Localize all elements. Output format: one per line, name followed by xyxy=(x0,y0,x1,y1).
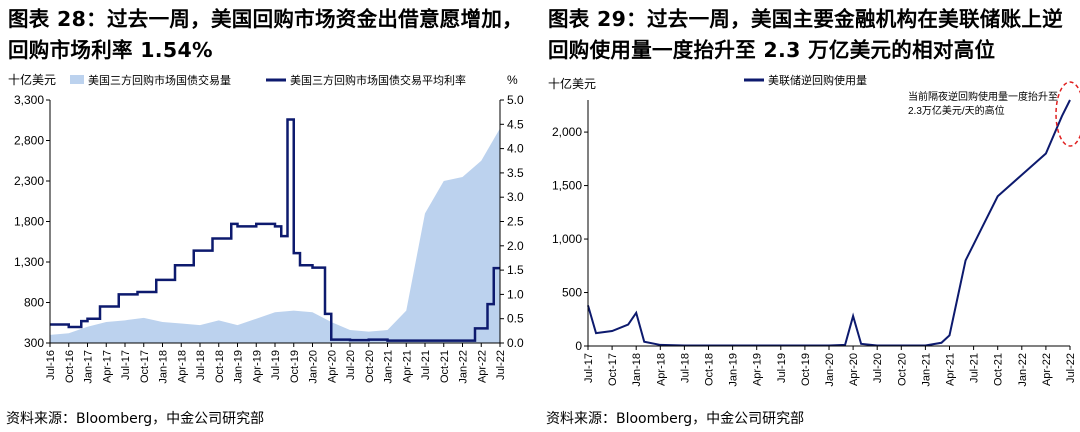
x-tick-label: Jan-21 xyxy=(920,353,932,387)
y-tick-label: 1,500 xyxy=(552,179,582,193)
x-tick-label: Jan-18 xyxy=(158,350,170,384)
source-note: 资料来源：Bloomberg，中金公司研究部 xyxy=(546,411,805,427)
x-tick-label: Oct-17 xyxy=(607,353,619,386)
annotation-line-1: 当前隔夜逆回购使用量一度抬升至 xyxy=(908,90,1058,103)
reverse-repo-series xyxy=(587,99,1071,347)
x-tick-label: Oct-18 xyxy=(214,350,226,383)
y-tick-label-right: 5.0 xyxy=(507,93,524,107)
source-note: 资料来源：Bloomberg，中金公司研究部 xyxy=(6,411,265,427)
x-tick-label: Apr-20 xyxy=(326,350,338,383)
chart-title: 图表 29：过去一周，美国主要金融机构在美联储账上逆回购使用量一度抬升至 2.3… xyxy=(548,7,1063,62)
x-tick-label: Oct-21 xyxy=(993,353,1005,386)
y-tick-label: 0 xyxy=(575,339,582,353)
y-tick-label-right: 3.5 xyxy=(507,166,524,180)
legend-line-label: 美国三方回购市场国债交易平均利率 xyxy=(290,73,466,87)
y-tick-label-right: 2.0 xyxy=(507,239,524,253)
x-tick-label: Jan-19 xyxy=(728,353,740,387)
x-tick-label: Apr-18 xyxy=(655,353,667,386)
x-tick-label: Jan-22 xyxy=(458,350,470,384)
y-tick-label-right: 3.0 xyxy=(507,190,524,204)
x-tick-label: Jan-20 xyxy=(824,353,836,387)
x-tick-label: Oct-19 xyxy=(800,353,812,386)
reverse-repo-chart: 十亿美元 美联储逆回购使用量 当前隔夜逆回购使用量一度抬升至 2.3万亿美元/天… xyxy=(548,73,1080,387)
x-tick-label: Jul-18 xyxy=(195,350,207,380)
x-tick-label: Oct-16 xyxy=(64,350,76,383)
x-tick-label: Jul-21 xyxy=(420,350,432,380)
y-tick-label-left: 800 xyxy=(24,296,44,310)
right-axis-unit: % xyxy=(507,73,518,87)
x-tick-label: Jan-21 xyxy=(383,350,395,384)
x-tick-label: Oct-20 xyxy=(896,353,908,386)
x-tick-label: Jan-17 xyxy=(83,350,95,384)
y-tick-label-left: 1,300 xyxy=(14,255,44,269)
x-tick-label: Oct-17 xyxy=(139,350,151,383)
x-tick-label: Oct-20 xyxy=(364,350,376,383)
x-tick-label: Apr-18 xyxy=(176,350,188,383)
x-tick-label: Jan-22 xyxy=(1017,353,1029,387)
x-tick-label: Apr-21 xyxy=(945,353,957,386)
x-tick-label: Oct-19 xyxy=(289,350,301,383)
y-tick-label-right: 1.5 xyxy=(507,263,524,277)
x-tick-label: Jan-19 xyxy=(233,350,245,384)
x-tick-label: Apr-19 xyxy=(752,353,764,386)
x-tick-label: Jul-17 xyxy=(583,353,595,383)
y-tick-label-right: 4.5 xyxy=(507,117,524,131)
y-tick-label-right: 1.0 xyxy=(507,287,524,301)
y-tick-label-left: 1,800 xyxy=(14,215,44,229)
x-tick-label: Jul-20 xyxy=(872,353,884,383)
x-tick-label: Apr-21 xyxy=(401,350,413,383)
x-tick-label: Jul-17 xyxy=(120,350,132,380)
left-axis-unit: 十亿美元 xyxy=(8,72,56,87)
x-tick-label: Oct-21 xyxy=(439,350,451,383)
x-tick-label: Jul-19 xyxy=(270,350,282,380)
legend-area-swatch xyxy=(70,75,84,84)
y-tick-label-right: 0.0 xyxy=(507,336,524,350)
y-tick-label-right: 0.5 xyxy=(507,312,524,326)
x-tick-label: Apr-19 xyxy=(251,350,263,383)
y-tick-label-left: 300 xyxy=(24,336,44,350)
left-chart-panel: 图表 28：过去一周，美国回购市场资金出借意愿增加，回购市场利率 1.54% 十… xyxy=(6,7,524,427)
left-axis-unit: 十亿美元 xyxy=(548,76,596,91)
legend-area-label: 美国三方回购市场国债交易量 xyxy=(88,73,231,87)
y-tick-label: 2,000 xyxy=(552,125,582,139)
x-tick-label: Jul-21 xyxy=(969,353,981,383)
legend-line-label: 美联储逆回购使用量 xyxy=(768,73,867,87)
volume-rate-chart: 十亿美元 % 美国三方回购市场国债交易量 美国三方回购市场国债交易平均利率 30… xyxy=(8,72,524,384)
y-tick-label-left: 3,300 xyxy=(14,93,44,107)
chart-title: 图表 28：过去一周，美国回购市场资金出借意愿增加，回购市场利率 1.54% xyxy=(8,7,523,62)
y-tick-label-left: 2,300 xyxy=(14,174,44,188)
highlight-ellipse xyxy=(1055,81,1080,147)
y-tick-label: 500 xyxy=(562,286,582,300)
x-tick-label: Jul-19 xyxy=(776,353,788,383)
x-tick-label: Apr-20 xyxy=(848,353,860,386)
x-tick-label: Jul-22 xyxy=(1065,353,1077,383)
x-tick-label: Jul-16 xyxy=(45,350,57,380)
y-tick-label-left: 2,800 xyxy=(14,134,44,148)
x-tick-label: Jan-20 xyxy=(308,350,320,384)
x-tick-label: Apr-22 xyxy=(476,350,488,383)
right-chart-panel: 图表 29：过去一周，美国主要金融机构在美联储账上逆回购使用量一度抬升至 2.3… xyxy=(540,0,1080,432)
annotation-line-2: 2.3万亿美元/天的高位 xyxy=(908,104,1005,117)
rate-line-series xyxy=(50,118,500,342)
x-tick-label: Apr-22 xyxy=(1041,353,1053,386)
y-tick-label-right: 4.0 xyxy=(507,142,524,156)
x-tick-label: Oct-18 xyxy=(704,353,716,386)
x-tick-label: Jan-18 xyxy=(631,353,643,387)
volume-area-series xyxy=(50,128,500,343)
x-tick-label: Jul-20 xyxy=(345,350,357,380)
x-tick-label: Apr-17 xyxy=(101,350,113,383)
x-tick-label: Jul-22 xyxy=(495,350,507,380)
x-tick-label: Jul-18 xyxy=(679,353,691,383)
y-tick-label-right: 2.5 xyxy=(507,215,524,229)
y-tick-label: 1,000 xyxy=(552,232,582,246)
